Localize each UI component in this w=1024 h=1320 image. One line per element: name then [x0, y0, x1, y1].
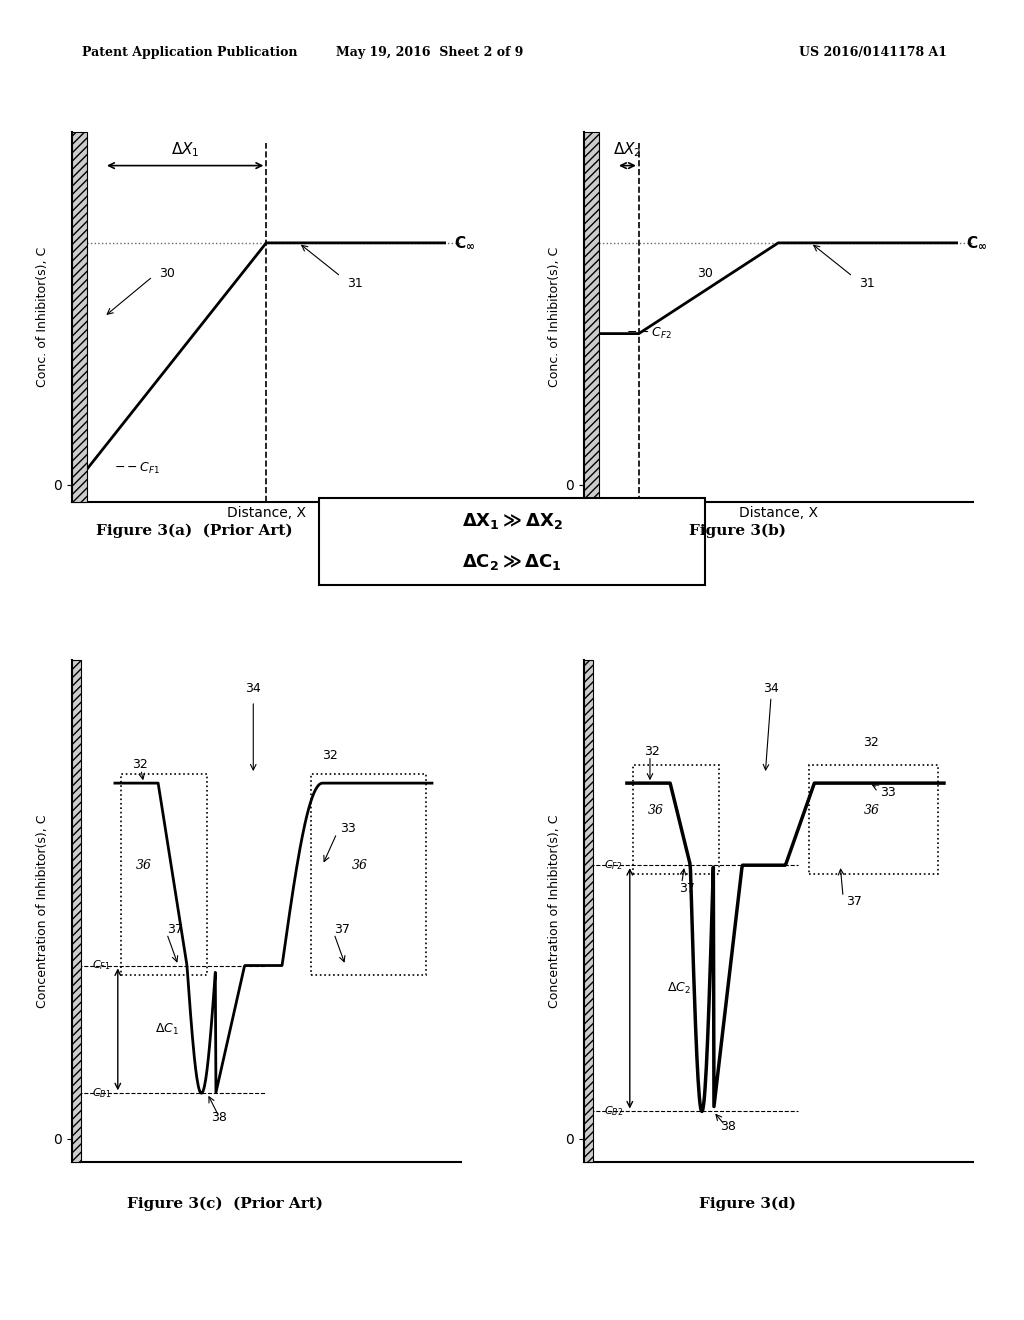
Text: Figure 3(d): Figure 3(d) — [699, 1196, 796, 1210]
Text: $\mathbf{\Delta C_2 \gg \Delta C_1}$: $\mathbf{\Delta C_2 \gg \Delta C_1}$ — [462, 552, 562, 572]
Text: 30: 30 — [160, 267, 175, 280]
Text: May 19, 2016  Sheet 2 of 9: May 19, 2016 Sheet 2 of 9 — [337, 46, 523, 59]
Text: 32: 32 — [323, 750, 338, 762]
Text: $\Delta C_2$: $\Delta C_2$ — [668, 981, 691, 995]
Y-axis label: Concentration of Inhibitor(s), C: Concentration of Inhibitor(s), C — [548, 814, 561, 1007]
Y-axis label: Conc. of Inhibitor(s), C: Conc. of Inhibitor(s), C — [548, 247, 561, 387]
Text: 37: 37 — [167, 923, 182, 936]
Text: $C_{B1}$: $C_{B1}$ — [92, 1086, 112, 1100]
Text: 31: 31 — [859, 277, 876, 289]
Bar — [633, 764, 719, 874]
Text: 32: 32 — [863, 735, 879, 748]
Text: US 2016/0141178 A1: US 2016/0141178 A1 — [799, 46, 947, 59]
Text: 36: 36 — [352, 859, 368, 871]
Text: Figure 3(c)  (Prior Art): Figure 3(c) (Prior Art) — [127, 1196, 324, 1210]
Text: $\mathbf{C_\infty}$: $\mathbf{C_\infty}$ — [455, 235, 475, 251]
Text: Figure 3(b): Figure 3(b) — [689, 523, 785, 537]
Text: 36: 36 — [864, 804, 880, 817]
Bar — [584, 132, 599, 502]
X-axis label: Distance, X: Distance, X — [738, 506, 818, 520]
Text: 32: 32 — [644, 744, 659, 758]
Text: $--C_{F1}$: $--C_{F1}$ — [114, 461, 160, 475]
Text: 30: 30 — [697, 267, 713, 280]
Text: 38: 38 — [720, 1119, 735, 1133]
Text: 33: 33 — [881, 785, 896, 799]
Bar — [809, 764, 938, 874]
Text: $\Delta X_1$: $\Delta X_1$ — [171, 140, 200, 158]
Text: 37: 37 — [846, 895, 862, 908]
Text: $\Delta C_1$: $\Delta C_1$ — [156, 1022, 179, 1038]
Bar — [584, 660, 593, 1162]
Text: 36: 36 — [648, 804, 664, 817]
Text: $\mathbf{C_\infty}$: $\mathbf{C_\infty}$ — [967, 235, 987, 251]
Text: $\mathbf{\Delta X_1 \gg \Delta X_2}$: $\mathbf{\Delta X_1 \gg \Delta X_2}$ — [462, 511, 562, 531]
Text: 34: 34 — [246, 682, 261, 694]
Text: $C_{F1}$: $C_{F1}$ — [92, 958, 111, 973]
Text: 37: 37 — [334, 923, 350, 936]
Text: Patent Application Publication: Patent Application Publication — [82, 46, 297, 59]
FancyBboxPatch shape — [319, 498, 705, 585]
X-axis label: Distance, X: Distance, X — [226, 506, 306, 520]
Text: $\Delta X_2$: $\Delta X_2$ — [613, 140, 642, 158]
Bar — [121, 774, 207, 974]
Text: 31: 31 — [347, 277, 364, 289]
Text: Figure 3(a)  (Prior Art): Figure 3(a) (Prior Art) — [96, 523, 293, 537]
Text: $C_{F2}$: $C_{F2}$ — [604, 858, 623, 873]
Text: 37: 37 — [679, 882, 694, 895]
Text: 33: 33 — [340, 822, 355, 836]
Bar — [72, 660, 82, 1162]
Y-axis label: Conc. of Inhibitor(s), C: Conc. of Inhibitor(s), C — [36, 247, 49, 387]
Text: $C_{B2}$: $C_{B2}$ — [604, 1105, 624, 1118]
Text: 38: 38 — [211, 1110, 226, 1123]
Text: $-- C_{F2}$: $-- C_{F2}$ — [626, 326, 672, 341]
Y-axis label: Concentration of Inhibitor(s), C: Concentration of Inhibitor(s), C — [36, 814, 49, 1007]
Bar — [72, 132, 87, 502]
Text: 36: 36 — [136, 859, 152, 871]
Bar — [311, 774, 426, 974]
Text: 32: 32 — [132, 759, 147, 771]
Text: 34: 34 — [763, 682, 779, 694]
